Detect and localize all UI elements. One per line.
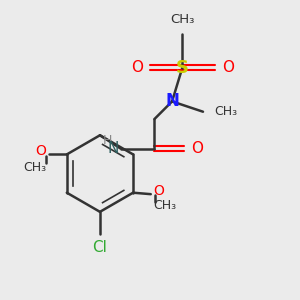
Text: O: O: [35, 145, 46, 158]
Text: O: O: [222, 60, 234, 75]
Text: O: O: [130, 60, 142, 75]
Text: N: N: [165, 92, 179, 110]
Text: S: S: [176, 58, 189, 76]
Text: CH₃: CH₃: [23, 161, 46, 174]
Text: H: H: [102, 134, 112, 147]
Text: CH₃: CH₃: [154, 200, 177, 212]
Text: O: O: [191, 141, 203, 156]
Text: CH₃: CH₃: [214, 105, 237, 118]
Text: O: O: [154, 184, 165, 198]
Text: CH₃: CH₃: [170, 13, 195, 26]
Text: N: N: [108, 141, 119, 156]
Text: Cl: Cl: [92, 240, 107, 255]
